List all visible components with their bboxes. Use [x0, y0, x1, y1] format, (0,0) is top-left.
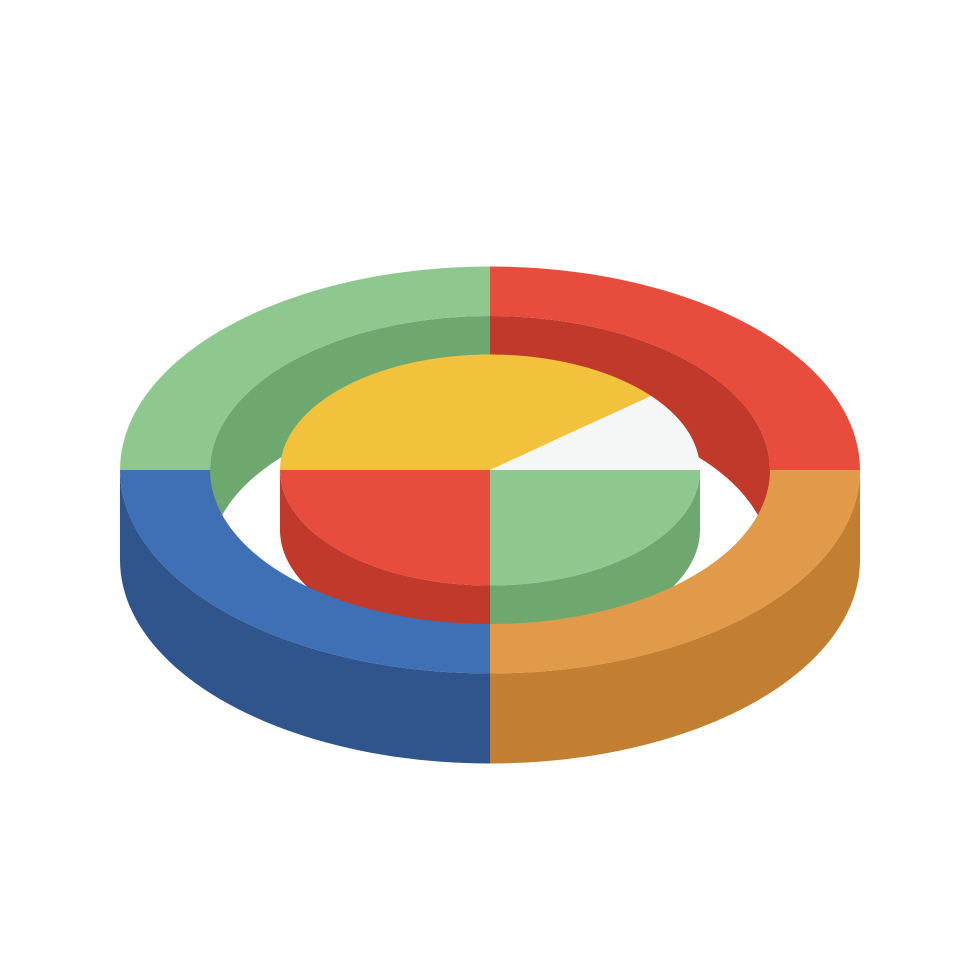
isometric-donut-pie-chart [0, 0, 980, 980]
